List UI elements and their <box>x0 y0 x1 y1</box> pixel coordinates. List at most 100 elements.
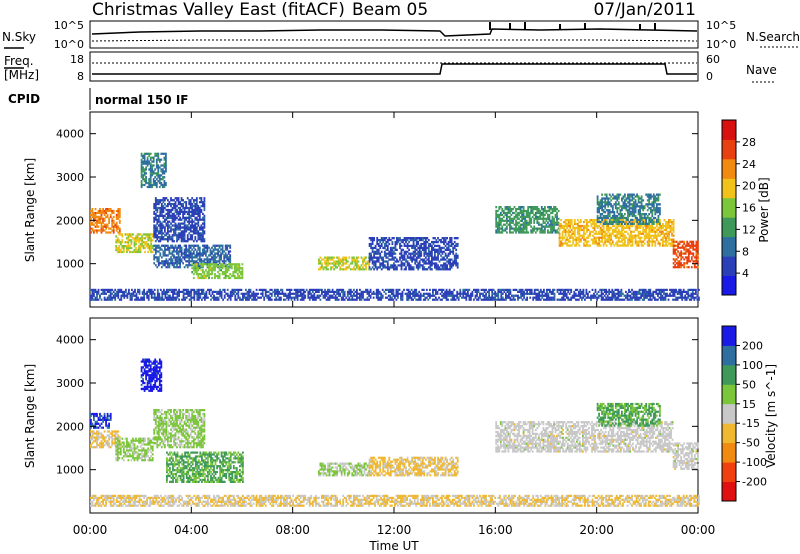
power-echo-cell <box>646 244 649 247</box>
power-echo-cell <box>639 205 641 208</box>
power-echo-cell <box>154 203 157 206</box>
power-echo-cell <box>275 290 278 293</box>
power-echo-cell <box>589 221 591 224</box>
power-echo-cell <box>257 292 259 295</box>
power-echo-cell <box>645 234 648 237</box>
power-echo-cell <box>325 264 328 267</box>
power-echo-cell <box>400 292 402 295</box>
power-echo-cell <box>637 236 640 239</box>
power-echo-cell <box>155 162 158 165</box>
power-echo-cell <box>449 240 451 244</box>
power-echo-cell <box>436 298 439 301</box>
power-echo-cell <box>554 206 557 209</box>
power-echo-cell <box>675 262 678 265</box>
power-echo-cell <box>131 298 133 301</box>
power-echo-cell <box>450 242 453 246</box>
power-echo-cell <box>371 292 373 295</box>
power-echo-cell <box>622 226 625 229</box>
power-echo-cell <box>194 222 197 225</box>
power-echo-cell <box>510 221 513 224</box>
power-echo-cell <box>155 164 158 167</box>
power-echo-cell <box>678 242 681 245</box>
power-echo-cell <box>655 209 658 212</box>
power-echo-cell <box>111 209 114 213</box>
power-echo-cell <box>180 260 183 263</box>
power-echo-cell <box>447 294 449 297</box>
power-echo-cell <box>365 298 367 301</box>
power-echo-cell <box>183 226 186 229</box>
power-echo-cell <box>521 215 523 219</box>
power-echo-cell <box>192 232 195 235</box>
power-echo-cell <box>499 213 502 217</box>
power-echo-cell <box>328 290 331 293</box>
power-echo-cell <box>522 217 525 220</box>
power-echo-cell <box>141 296 144 299</box>
power-echo-cell <box>208 269 210 272</box>
power-echo-cell <box>507 211 510 215</box>
power-echo-cell <box>117 290 120 293</box>
power-echo-cell <box>90 296 92 299</box>
power-echo-cell <box>391 254 394 257</box>
power-echo-cell <box>153 236 156 239</box>
power-echo-cell <box>337 294 340 297</box>
power-echo-cell <box>191 214 194 217</box>
power-echo-cell <box>195 254 198 257</box>
power-echo-cell <box>578 228 581 232</box>
power-echo-cell <box>189 216 192 219</box>
power-echo-cell <box>522 213 525 217</box>
power-echo-cell <box>105 215 107 219</box>
power-echo-cell <box>683 246 686 249</box>
power-echo-cell <box>605 238 608 241</box>
power-echo-cell <box>203 214 206 217</box>
power-echo-cell <box>513 206 516 209</box>
power-echo-cell <box>109 209 112 213</box>
power-echo-cell <box>150 294 153 297</box>
power-echo-cell <box>604 230 607 233</box>
power-echo-cell <box>567 244 570 247</box>
power-echo-cell <box>308 288 311 291</box>
power-echo-cell <box>233 269 236 272</box>
power-echo-cell <box>444 240 447 244</box>
power-echo-cell <box>394 260 397 263</box>
power-echo-cell <box>167 244 169 247</box>
power-echo-cell <box>191 244 194 247</box>
power-echo-cell <box>548 215 551 219</box>
power-echo-cell <box>214 254 216 257</box>
noise-sky-trace <box>91 28 698 37</box>
power-echo-cell <box>336 292 338 295</box>
power-echo-cell <box>156 296 159 299</box>
power-echo-cell <box>648 232 651 235</box>
power-echo-cell <box>223 265 226 268</box>
power-echo-cell <box>160 204 163 208</box>
power-echo-cell <box>625 205 628 208</box>
power-echo-cell <box>185 256 188 259</box>
power-echo-cell <box>190 296 193 299</box>
power-echo-cell <box>393 246 395 250</box>
power-echo-cell <box>596 197 599 200</box>
power-echo-cell <box>186 260 189 263</box>
power-echo-cell <box>336 290 338 293</box>
power-echo-cell <box>419 294 422 297</box>
power-echo-cell <box>550 225 552 228</box>
power-echo-cell <box>311 294 314 297</box>
power-echo-cell <box>551 211 554 215</box>
power-echo-cell <box>195 206 198 210</box>
power-echo-cell <box>596 220 599 224</box>
power-echo-cell <box>337 260 340 263</box>
power-echo-cell <box>573 222 576 226</box>
power-echo-cell <box>510 209 513 213</box>
power-echo-cell <box>203 273 206 276</box>
power-echo-cell <box>599 203 602 206</box>
power-echo-cell <box>147 288 150 291</box>
power-echo-cell <box>519 225 522 228</box>
power-echo-cell <box>176 246 178 249</box>
power-echo-cell <box>179 264 181 267</box>
power-echo-cell <box>671 234 673 237</box>
power-echo-cell <box>391 290 393 293</box>
power-echo-cell <box>507 219 510 222</box>
power-echo-cell <box>563 242 565 245</box>
power-echo-cell <box>607 199 610 202</box>
power-echo-cell <box>179 246 181 249</box>
power-echo-cell <box>616 244 619 247</box>
power-echo-cell <box>188 262 191 265</box>
